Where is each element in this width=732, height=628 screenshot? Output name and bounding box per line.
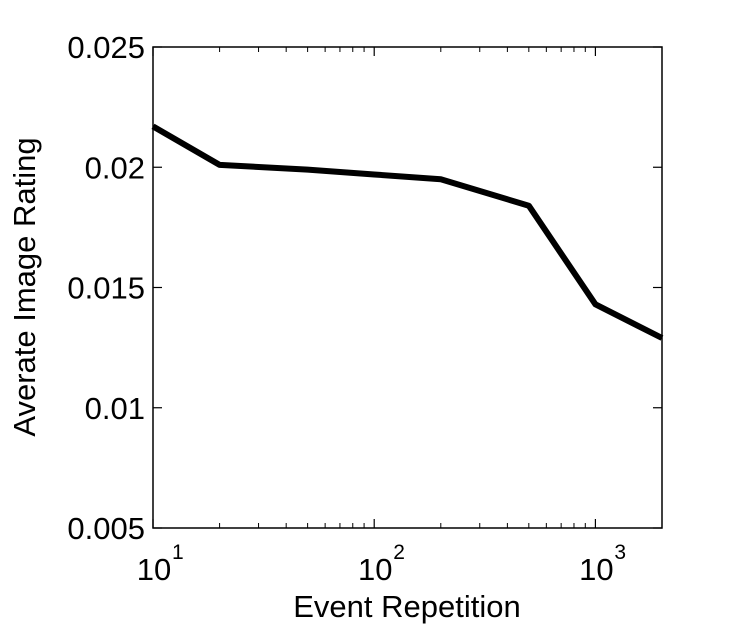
x-tick-label: 10 2 — [358, 541, 405, 587]
x-axis-title: Event Repetition — [293, 589, 520, 624]
y-tick-label: 0.01 — [85, 391, 145, 426]
x-tick-label: 10 3 — [579, 541, 626, 587]
y-tick-label: 0.015 — [67, 271, 145, 306]
plot-area — [153, 47, 662, 528]
x-tick-base: 10 — [137, 552, 171, 587]
x-tick-exponent: 1 — [172, 541, 184, 564]
y-tick-label: 0.005 — [67, 511, 145, 546]
y-tick-labels: 0.005 0.01 0.015 0.02 0.025 — [67, 30, 145, 546]
x-tick-base: 10 — [358, 552, 392, 587]
x-tick-label: 10 1 — [137, 541, 184, 587]
x-tick-exponent: 3 — [614, 541, 626, 564]
y-tick-label: 0.025 — [67, 30, 145, 65]
x-tick-base: 10 — [579, 552, 613, 587]
series-line — [151, 123, 664, 341]
x-tick-labels: 10 1 10 2 10 3 — [137, 541, 626, 587]
y-axis-title: Averate Image Rating — [7, 137, 42, 436]
x-tick-exponent: 2 — [393, 541, 405, 564]
y-tick-label: 0.02 — [85, 150, 145, 185]
plot-frame — [152, 46, 663, 529]
series-group — [151, 123, 664, 341]
